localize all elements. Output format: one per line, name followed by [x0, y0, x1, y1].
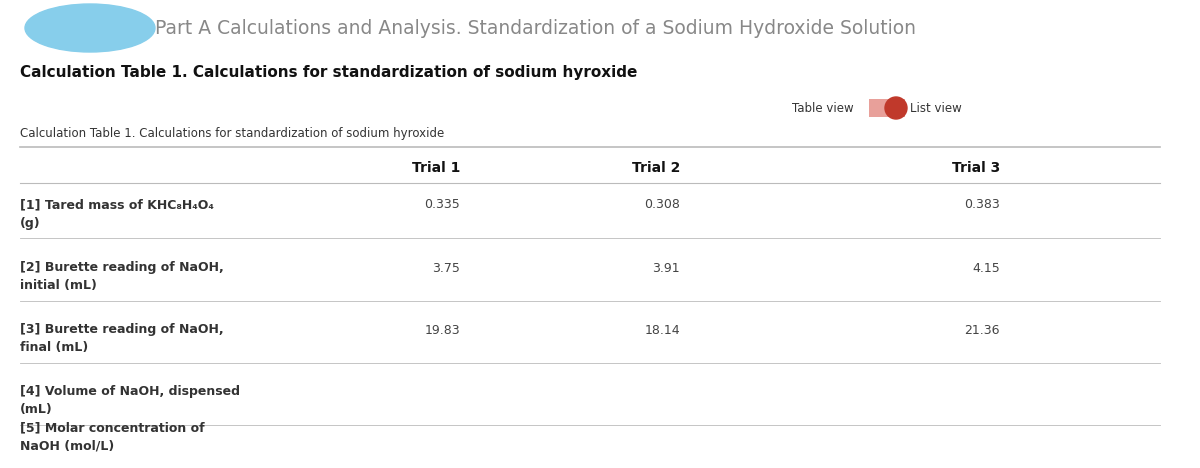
Text: Trial 3: Trial 3: [952, 161, 1000, 175]
Text: Part A Calculations and Analysis. Standardization of a Sodium Hydroxide Solution: Part A Calculations and Analysis. Standa…: [155, 19, 916, 37]
Text: 0.308: 0.308: [644, 198, 680, 212]
Text: [3] Burette reading of NaOH,: [3] Burette reading of NaOH,: [20, 323, 223, 336]
Text: NaOH (mol/L): NaOH (mol/L): [20, 439, 114, 453]
Text: 19.83: 19.83: [425, 323, 460, 336]
Text: List view: List view: [910, 102, 961, 115]
Text: Trial 1: Trial 1: [412, 161, 460, 175]
Ellipse shape: [25, 4, 155, 52]
Text: Calculation Table 1. Calculations for standardization of sodium hyroxide: Calculation Table 1. Calculations for st…: [20, 126, 444, 139]
Text: (g): (g): [20, 217, 41, 229]
Text: 0.335: 0.335: [425, 198, 460, 212]
Text: 21.36: 21.36: [965, 323, 1000, 336]
FancyBboxPatch shape: [869, 99, 905, 117]
Text: 4.15: 4.15: [972, 262, 1000, 275]
Text: [5] Molar concentration of: [5] Molar concentration of: [20, 422, 205, 434]
Text: [4] Volume of NaOH, dispensed: [4] Volume of NaOH, dispensed: [20, 386, 240, 398]
Text: Table view: Table view: [792, 102, 853, 115]
Text: (mL): (mL): [20, 403, 53, 417]
Text: 3.75: 3.75: [432, 262, 460, 275]
Circle shape: [886, 97, 907, 119]
Text: Trial 2: Trial 2: [631, 161, 680, 175]
Text: Calculation Table 1. Calculations for standardization of sodium hyroxide: Calculation Table 1. Calculations for st…: [20, 65, 637, 80]
Text: initial (mL): initial (mL): [20, 279, 97, 292]
Text: final (mL): final (mL): [20, 342, 89, 354]
Text: 0.383: 0.383: [965, 198, 1000, 212]
Text: 3.91: 3.91: [653, 262, 680, 275]
Text: [2] Burette reading of NaOH,: [2] Burette reading of NaOH,: [20, 262, 223, 275]
Text: 18.14: 18.14: [644, 323, 680, 336]
Text: [1] Tared mass of KHC₈H₄O₄: [1] Tared mass of KHC₈H₄O₄: [20, 198, 214, 212]
